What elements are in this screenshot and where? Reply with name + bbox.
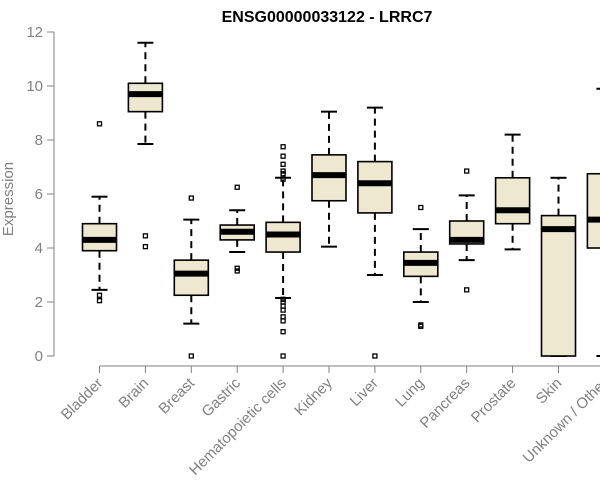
outlier-point [418,204,424,211]
box-prostate [494,133,531,251]
x-tick-label: Kidney [291,374,336,419]
x-tick-label: Bladder [58,375,107,424]
box-skin [540,176,577,357]
outlier-point [280,153,286,159]
y-tick-label: 10 [26,78,43,95]
outlier-point [280,307,286,313]
outlier-point [280,329,286,335]
outlier-point [188,195,194,201]
outlier-point [142,233,149,239]
box-gastric [219,184,255,274]
box-bladder [81,121,118,304]
y-axis: 0 2 4 6 8 10 12 [26,24,55,365]
x-tick-label: Skin [533,375,566,408]
outlier-point [280,318,286,324]
x-tick-label: Gastric [198,374,244,420]
iqr-box [586,172,600,249]
box-pancreas [448,168,485,293]
box-liver [357,106,393,359]
iqr-box [494,177,531,225]
y-tick-label: 2 [35,294,43,311]
y-tick-label: 8 [35,132,43,149]
box-kidney [311,110,347,248]
chart-title: ENSG00000033122 - LRRC7 [222,9,433,26]
outlier-point [280,171,286,177]
iqr-box [127,82,164,113]
iqr-box [357,160,393,214]
outlier-point [280,353,286,359]
boxes-group [81,41,600,359]
y-axis-label: Expression [0,162,17,236]
outlier-point [280,296,286,302]
x-tick-label: Pancreas [417,375,474,432]
outlier-point [96,297,103,304]
y-tick-label: 4 [35,240,43,257]
outlier-point [280,161,286,167]
box-hematopoietic-cells [265,144,301,359]
iqr-box [173,259,210,297]
outlier-point [234,265,240,271]
x-tick-label: Liver [347,375,382,410]
box-breast [173,195,210,359]
x-tick-label: Breast [155,374,198,417]
outlier-point [464,168,470,174]
x-tick-label: Brain [115,375,152,412]
outlier-point [280,144,286,150]
outlier-point [280,168,286,174]
outlier-point [418,323,424,329]
iqr-box [540,214,577,357]
x-axis [99,365,600,373]
box-unknown-other [586,87,600,357]
box-brain [127,41,164,250]
outlier-point [280,303,286,309]
outlier-point [142,243,149,250]
x-tick-label: Lung [392,375,428,411]
outlier-point [188,353,194,359]
y-tick-label: 12 [26,24,43,41]
y-tick-label: 0 [35,348,43,365]
box-lung [402,204,439,329]
outlier-point [372,353,378,359]
outlier-point [96,292,103,298]
y-tick-label: 6 [35,186,43,203]
outlier-point [234,184,240,190]
outlier-point [96,121,103,127]
x-tick-label: Prostate [468,375,520,427]
outlier-point [464,287,470,293]
outlier-point [234,268,240,274]
outlier-point [280,176,286,182]
